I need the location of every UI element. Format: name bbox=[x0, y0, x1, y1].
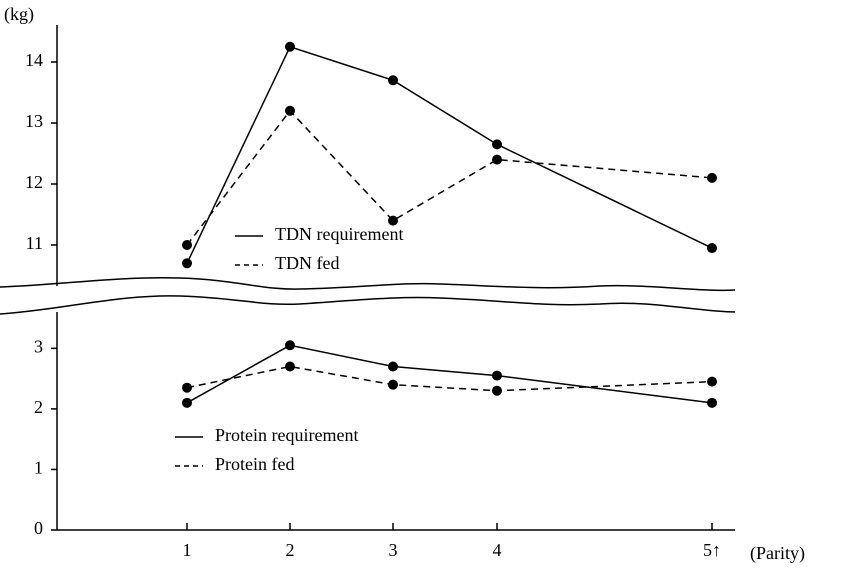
x-tick-label: 3 bbox=[389, 540, 398, 560]
axis-break-bottom bbox=[0, 295, 736, 315]
data-point bbox=[285, 41, 295, 52]
y-tick-label: 12 bbox=[25, 172, 43, 192]
y-tick-label: 0 bbox=[34, 518, 43, 538]
series-line bbox=[186, 365, 713, 392]
data-point bbox=[388, 75, 398, 86]
series-line bbox=[186, 45, 713, 264]
data-point bbox=[182, 240, 192, 250]
y-axis-label: (kg) bbox=[4, 4, 34, 25]
data-point bbox=[285, 105, 295, 116]
data-point bbox=[492, 139, 502, 150]
y-tick-label: 3 bbox=[34, 336, 43, 356]
legend-label: Protein requirement bbox=[215, 425, 358, 445]
y-tick-label: 11 bbox=[26, 233, 43, 253]
data-point bbox=[388, 379, 398, 390]
axis-break-top bbox=[0, 276, 736, 292]
data-point bbox=[388, 215, 398, 226]
data-point bbox=[182, 382, 192, 393]
y-tick-label: 2 bbox=[34, 397, 43, 417]
x-axis-label: (Parity) bbox=[750, 543, 805, 564]
data-point bbox=[707, 376, 717, 387]
x-tick-label: 1 bbox=[183, 540, 192, 560]
series-line bbox=[186, 109, 713, 246]
series-line bbox=[186, 344, 713, 404]
data-point bbox=[707, 172, 717, 183]
data-point bbox=[492, 370, 502, 381]
legend-label: Protein fed bbox=[215, 454, 294, 474]
legend-label: TDN requirement bbox=[275, 224, 403, 244]
x-tick-label: 4 bbox=[493, 540, 502, 560]
y-tick-label: 14 bbox=[25, 50, 43, 70]
legend-label: TDN fed bbox=[275, 253, 339, 273]
data-point bbox=[707, 243, 717, 254]
data-point bbox=[707, 397, 717, 408]
data-point bbox=[182, 397, 192, 408]
data-point bbox=[492, 154, 502, 165]
x-tick-label: 5↑ bbox=[703, 540, 721, 560]
data-point bbox=[182, 258, 192, 269]
data-point bbox=[285, 361, 295, 372]
data-point bbox=[388, 361, 398, 372]
y-tick-label: 13 bbox=[25, 111, 43, 131]
y-tick-label: 1 bbox=[34, 458, 43, 478]
data-point bbox=[285, 340, 295, 351]
data-point bbox=[492, 385, 502, 396]
x-tick-label: 2 bbox=[286, 540, 295, 560]
